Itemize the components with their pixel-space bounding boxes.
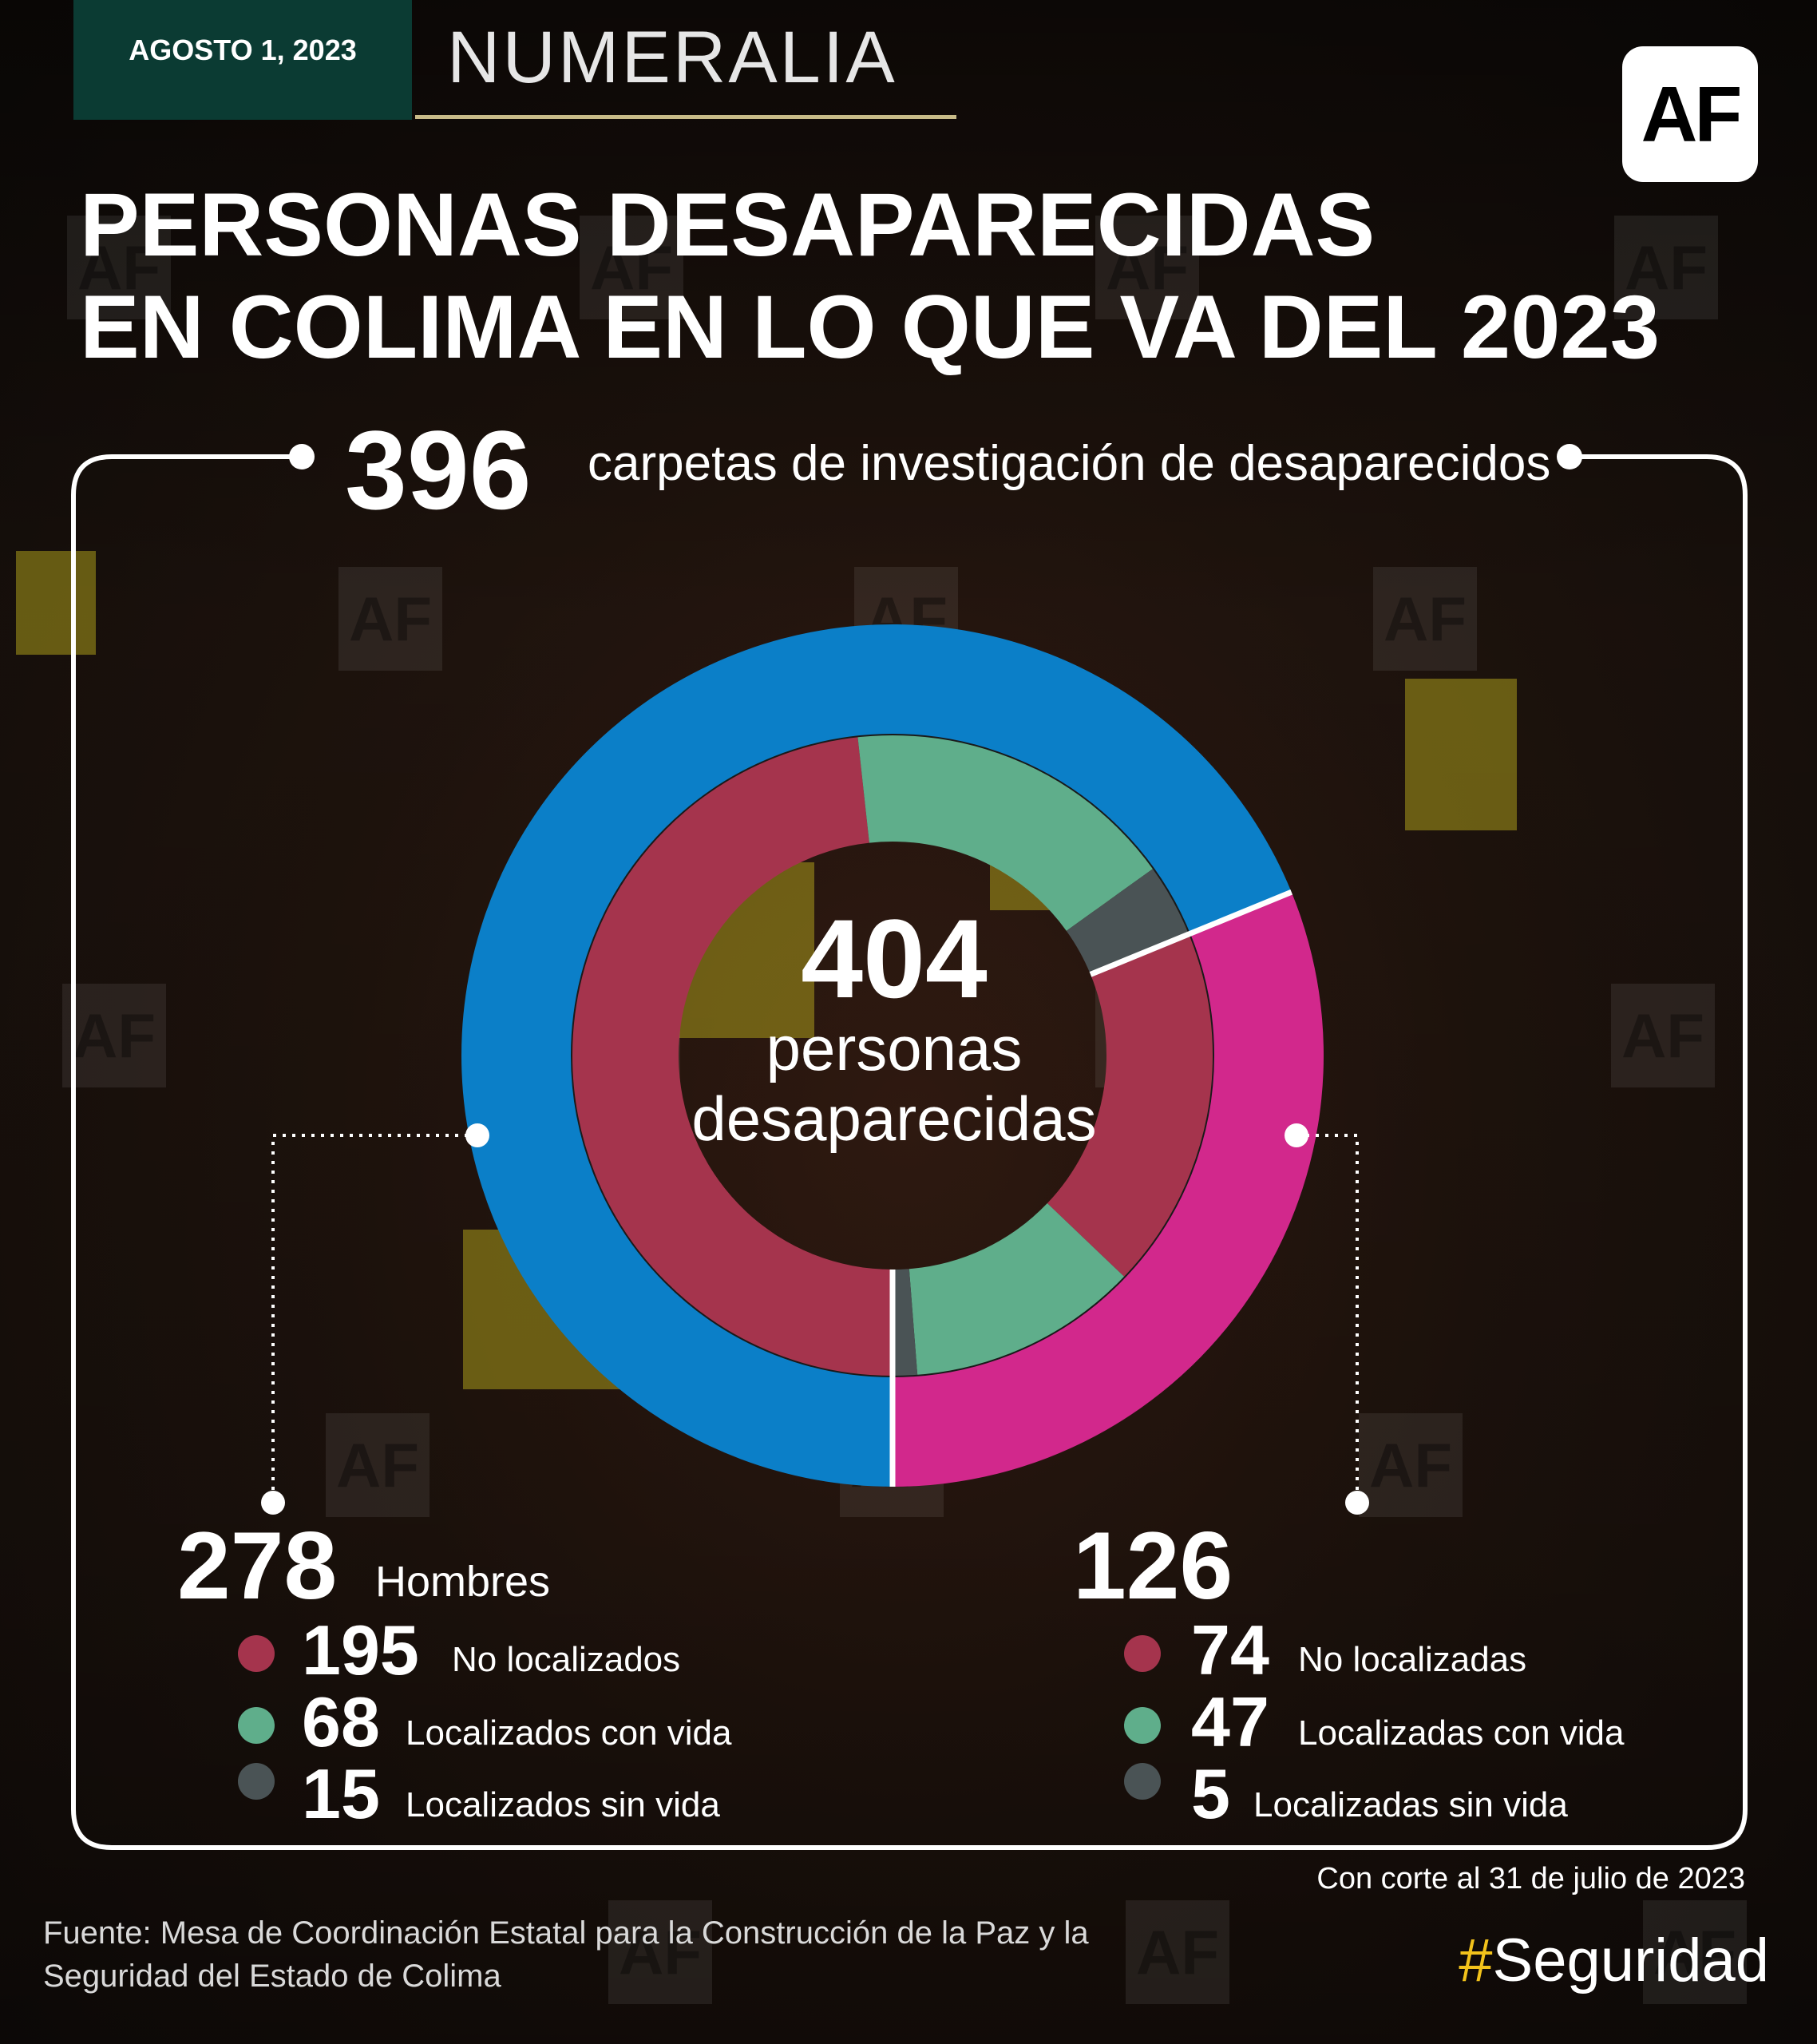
men-found-dead-value: 15 [302, 1754, 380, 1833]
connector-dot-women-bottom [1345, 1491, 1369, 1515]
connector-men [271, 1134, 477, 1503]
connector-dot-men-top [465, 1123, 489, 1147]
section-title: NUMERALIA [447, 17, 897, 98]
watermark-icon: AF [1373, 567, 1477, 671]
men-found-dead-label: Localizados sin vida [406, 1785, 720, 1824]
hashtag-symbol: # [1459, 1927, 1493, 1994]
women-found-alive-label: Localizadas con vida [1298, 1713, 1625, 1753]
title-line-1: PERSONAS DESAPARECIDAS [80, 175, 1376, 275]
women-not-found-value: 74 [1191, 1610, 1269, 1689]
legend-dot-found-dead [238, 1763, 275, 1800]
watermark-icon: AF [1614, 216, 1718, 319]
men-not-found-value: 195 [302, 1610, 419, 1689]
connector-dot-women-top [1285, 1123, 1308, 1147]
inner-slice-localizadas-sin-vida-5 [893, 1269, 918, 1377]
donut-chart [461, 624, 1324, 1487]
connector-dot-men-bottom [261, 1491, 285, 1515]
evidence-marker [16, 551, 96, 655]
legend-dot-found-alive [1124, 1707, 1161, 1744]
legend-dot-not-found [238, 1635, 275, 1672]
group-separator-1 [1089, 889, 1293, 977]
watermark-icon: AF [62, 984, 166, 1087]
title-line-2: EN COLIMA EN LO QUE VA DEL 2023 [80, 277, 1661, 377]
carpetas-label: carpetas de investigación de desaparecid… [588, 436, 1551, 491]
women-total: 126 [1073, 1512, 1233, 1619]
inner-slice-no-localizados-0 [572, 736, 893, 1377]
date-label: AGOSTO 1, 2023 [129, 34, 357, 66]
inner-slice-localizadas-con-vida-4 [908, 1203, 1125, 1376]
watermark-icon: AF [326, 1413, 430, 1517]
outer-slice-mujeres [893, 892, 1324, 1487]
watermark-icon: AF [1126, 1900, 1229, 2004]
total-label-line-2: desaparecidas [691, 1083, 1097, 1154]
total-value: 404 [801, 896, 988, 1021]
men-total: 278 [177, 1512, 338, 1619]
watermark-icon: AF [1643, 1900, 1747, 2004]
men-found-alive-value: 68 [302, 1682, 380, 1761]
cutoff-date: Con corte al 31 de julio de 2023 [1316, 1862, 1745, 1895]
legend-dot-found-alive [238, 1707, 275, 1744]
women-found-alive-value: 47 [1191, 1682, 1269, 1761]
evidence-marker [1405, 679, 1517, 830]
hashtag: #Seguridad [1459, 1926, 1769, 1995]
women-found-dead-value: 5 [1191, 1754, 1230, 1833]
source-note: Fuente: Mesa de Coordinación Estatal par… [43, 1915, 1089, 1994]
legend-dot-found-dead [1124, 1763, 1161, 1800]
carpetas-value: 396 [345, 407, 532, 533]
total-label-line-1: personas [766, 1013, 1023, 1083]
watermark-icon: AF [580, 216, 683, 319]
legend-dot-not-found [1124, 1635, 1161, 1672]
section-underline [415, 115, 956, 119]
frame-border [71, 454, 1748, 1850]
watermark-icon: AF [1359, 1413, 1463, 1517]
connector-women [1296, 1134, 1359, 1503]
men-found-alive-label: Localizados con vida [406, 1713, 732, 1753]
frame-dot-right [1557, 444, 1582, 469]
hashtag-text: Seguridad [1492, 1927, 1770, 1994]
watermark-icon: AF [67, 216, 171, 319]
page-title: PERSONAS DESAPARECIDAS EN COLIMA EN LO Q… [80, 174, 1660, 378]
watermark-icon: AF [338, 567, 442, 671]
inner-slice-localizados-sin-vida-2 [1066, 868, 1190, 975]
inner-slice-localizados-con-vida-1 [857, 734, 1154, 931]
frame-dot-left [289, 444, 315, 469]
af-logo: AF [1622, 46, 1758, 182]
watermark-icon: AF [1095, 216, 1199, 319]
inner-slice-no-localizadas-3 [1047, 933, 1213, 1278]
men-label: Hombres [375, 1558, 551, 1606]
watermark-icon: AF [608, 1900, 712, 2004]
women-found-dead-label: Localizadas sin vida [1253, 1785, 1568, 1824]
watermark-icon: AF [1611, 984, 1715, 1087]
women-not-found-label: No localizadas [1298, 1640, 1527, 1679]
men-not-found-label: No localizados [452, 1640, 681, 1679]
date-badge [73, 0, 412, 120]
